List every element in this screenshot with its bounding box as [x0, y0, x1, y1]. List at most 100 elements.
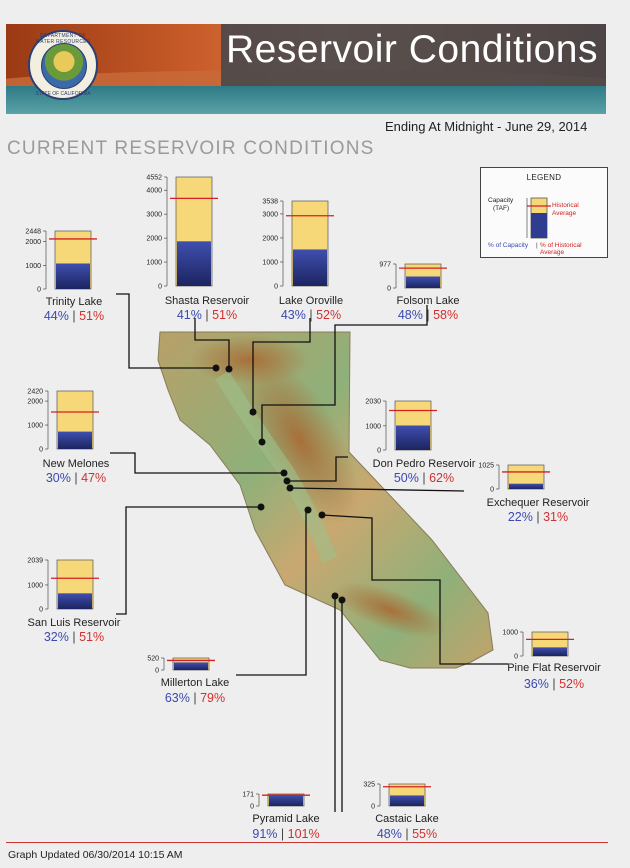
seal-bottom-text: STATE OF CALIFORNIA	[35, 91, 91, 97]
pct-of-capacity: 30%	[45, 471, 71, 485]
reservoir-percentages: 30% | 47%	[16, 471, 136, 485]
pct-of-historical-average: 51%	[212, 308, 238, 322]
pct-of-capacity: 41%	[176, 308, 202, 322]
reservoir-name: Lake Oroville	[278, 295, 344, 307]
reservoir-percentages: 48% | 55%	[347, 827, 467, 841]
reservoir-percentages: 48% | 58%	[368, 308, 488, 322]
dot-castaic	[338, 596, 346, 604]
section-title: CURRENT RESERVOIR CONDITIONS	[7, 138, 375, 159]
reservoir-name: New Melones	[42, 458, 110, 470]
pct-of-capacity: 48%	[376, 827, 402, 841]
reservoir-percentages: 43% | 52%	[251, 308, 371, 322]
pct-of-capacity: 91%	[252, 827, 278, 841]
pct-separator: |	[422, 308, 434, 322]
pct-separator: |	[277, 827, 288, 841]
reservoir-name: Pyramid Lake	[252, 813, 320, 825]
dot-oroville	[249, 408, 257, 416]
pct-of-historical-average: 51%	[79, 309, 105, 323]
reservoir-name: Trinity Lake	[45, 296, 103, 308]
reservoir-percentages: 50% | 62%	[364, 471, 484, 485]
pct-of-historical-average: 47%	[81, 471, 107, 485]
reservoir-name: San Luis Reservoir	[27, 617, 121, 629]
leader-shasta	[194, 318, 230, 369]
legend-separator: |	[536, 242, 538, 249]
sierra-relief	[241, 355, 359, 525]
leader-folsom	[261, 305, 428, 442]
dwr-seal-logo: DEPARTMENT OF WATER RESOURCES STATE OF C…	[28, 30, 98, 100]
pct-of-historical-average: 55%	[412, 827, 438, 841]
pct-of-capacity: 50%	[393, 471, 419, 485]
reservoir-percentages: 44% | 51%	[14, 309, 134, 323]
dot-newmelones	[280, 469, 288, 477]
dot-folsom	[258, 438, 266, 446]
reservoir-percentages: 22% | 31%	[478, 510, 598, 524]
legend-storage-rect	[531, 213, 547, 238]
reservoir-percentages: 36% | 52%	[494, 677, 614, 691]
pct-separator: |	[401, 827, 413, 841]
leader-trinity	[116, 293, 216, 369]
seal-top-text: DEPARTMENT OF WATER RESOURCES	[35, 33, 91, 45]
leader-donpedro	[287, 456, 348, 482]
dot-sanluis	[257, 503, 265, 511]
footer-rule	[6, 842, 608, 843]
pct-of-historical-average: 31%	[543, 510, 569, 524]
reservoir-name: Castaic Lake	[375, 813, 439, 825]
pct-of-historical-average: 79%	[200, 691, 226, 705]
pct-of-capacity: 32%	[43, 630, 69, 644]
legend-title: LEGEND	[526, 173, 562, 182]
dot-millerton	[304, 506, 312, 514]
legend-historical-label: Historical	[552, 202, 579, 209]
header-banner	[6, 24, 606, 114]
leader-newmelones	[110, 452, 284, 474]
reservoir-name: Pine Flat Reservoir	[507, 662, 601, 674]
legend-pct-hist-1: % of Historical	[540, 242, 582, 249]
graph-updated: Graph Updated 06/30/2014 10:15 AM	[8, 849, 183, 861]
reservoir-name: Millerton Lake	[160, 677, 230, 689]
reservoir-percentages: 32% | 51%	[14, 630, 134, 644]
legend-pct-hist-2: Average	[540, 249, 565, 256]
seal-emblem	[41, 43, 87, 89]
pct-separator: |	[532, 510, 544, 524]
pct-of-capacity: 44%	[43, 309, 69, 323]
dot-trinity	[212, 364, 220, 372]
reservoir-name: Shasta Reservoir	[164, 295, 250, 307]
pct-separator: |	[201, 308, 213, 322]
pct-of-historical-average: 58%	[433, 308, 459, 322]
pct-separator: |	[418, 471, 430, 485]
leader-pineflat	[321, 514, 508, 665]
leader-millerton	[236, 509, 307, 676]
reservoir-dots	[212, 364, 346, 604]
pct-separator: |	[68, 309, 80, 323]
pct-of-historical-average: 52%	[559, 677, 585, 691]
pct-separator: |	[68, 630, 80, 644]
legend-capacity-label: Capacity	[488, 197, 514, 204]
dot-pyramid	[331, 592, 339, 600]
leader-lines	[110, 293, 508, 812]
reservoir-percentages: 41% | 51%	[147, 308, 267, 322]
reservoir-name: Folsom Lake	[396, 295, 460, 307]
pct-of-capacity: 43%	[280, 308, 306, 322]
report-date: Ending At Midnight - June 29, 2014	[385, 119, 588, 134]
reservoir-name: Don Pedro Reservoir	[372, 458, 476, 470]
south-relief	[333, 582, 447, 638]
leader-sanluis	[116, 506, 261, 615]
pct-separator: |	[70, 471, 82, 485]
legend-box: LEGEND Capacity (TAF) Historical Average…	[480, 167, 608, 258]
pct-of-historical-average: 101%	[287, 827, 320, 841]
pct-of-historical-average: 62%	[429, 471, 455, 485]
pct-of-capacity: 63%	[164, 691, 190, 705]
leader-exchequer	[289, 487, 465, 492]
reservoir-percentages: 63% | 79%	[135, 691, 255, 705]
reservoir-percentages: 91% | 101%	[226, 827, 346, 841]
page-title: Reservoir Conditions	[226, 28, 598, 71]
legend-pct-capacity: % of Capacity	[488, 242, 529, 249]
reservoir-name: Exchequer Reservoir	[486, 497, 590, 509]
legend-average-label: Average	[552, 210, 577, 217]
dot-shasta	[225, 365, 233, 373]
pct-of-capacity: 36%	[523, 677, 549, 691]
north-relief	[190, 335, 310, 385]
pct-of-historical-average: 52%	[316, 308, 342, 322]
pct-separator: |	[548, 677, 560, 691]
legend-bar	[526, 197, 551, 239]
